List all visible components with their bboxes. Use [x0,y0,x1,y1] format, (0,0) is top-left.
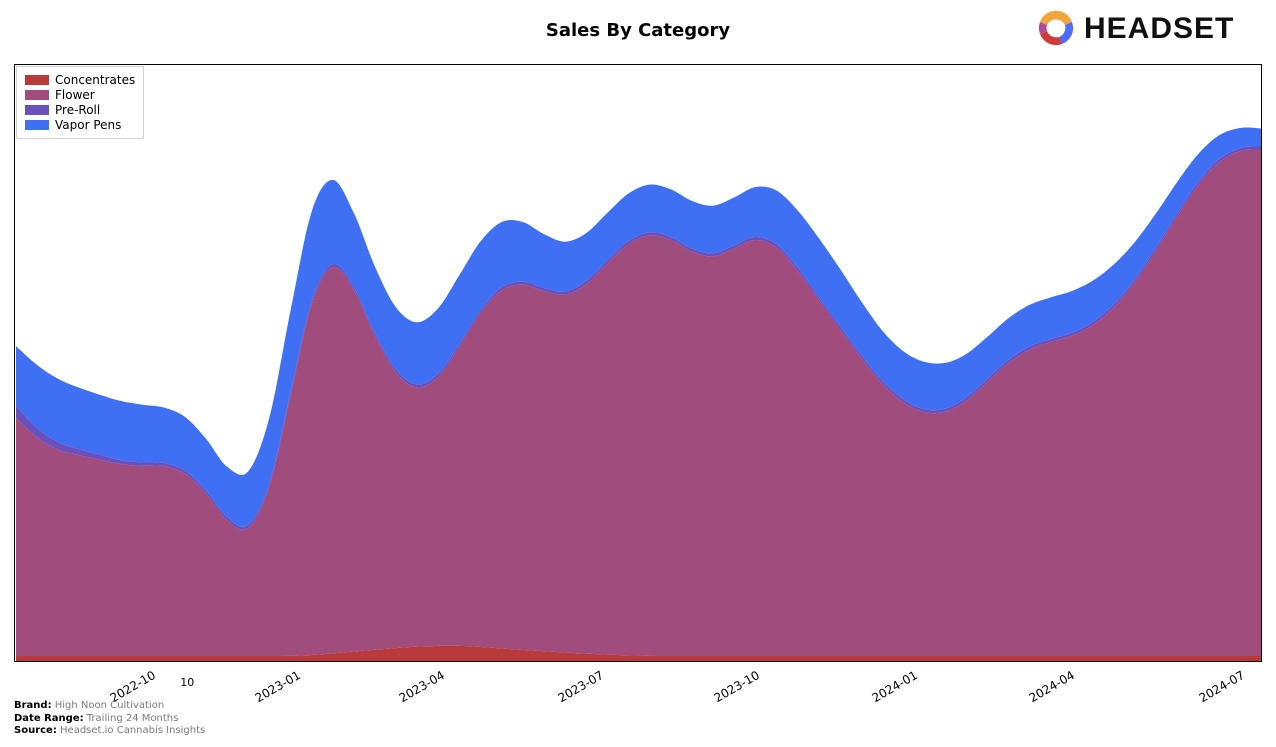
legend-label: Concentrates [55,73,135,87]
footer-key: Date Range: [14,713,84,724]
legend-swatch [25,90,49,100]
footer-value: High Noon Cultivation [52,700,165,711]
stacked-area-chart [16,66,1262,662]
legend-swatch [25,75,49,85]
footer-key: Source: [14,725,57,736]
footer-line: Source: Headset.io Cannabis Insights [14,725,205,738]
legend-swatch [25,120,49,130]
x-tick-label: 2024-07 [1196,668,1246,705]
legend-item: Vapor Pens [25,118,135,132]
x-tick-label: 2023-01 [253,668,303,705]
legend-item: Pre-Roll [25,103,135,117]
legend-label: Vapor Pens [55,118,121,132]
footer-line: Brand: High Noon Cultivation [14,700,205,713]
legend-label: Pre-Roll [55,103,100,117]
x-tick-label: 2024-01 [869,668,919,705]
x-tick-label: 2023-04 [396,668,446,705]
chart-footer: Brand: High Noon CultivationDate Range: … [14,700,205,738]
legend-swatch [25,105,49,115]
legend-item: Flower [25,88,135,102]
x-tick-label: 2023-10 [712,668,762,705]
svg-text:HEADSET: HEADSET [1084,12,1234,45]
footer-value: Trailing 24 Months [84,713,179,724]
plot-area [14,64,1262,662]
footer-value: Headset.io Cannabis Insights [57,725,205,736]
x-tick-label: 2023-07 [556,668,606,705]
footer-line: Date Range: Trailing 24 Months [14,713,205,726]
legend: ConcentratesFlowerPre-RollVapor Pens [16,66,144,139]
x-tick-label: 2024-04 [1026,668,1076,705]
legend-item: Concentrates [25,73,135,87]
stray-axis-text: 10 [180,676,194,689]
headset-logo: HEADSET [1032,4,1266,52]
legend-label: Flower [55,88,95,102]
footer-key: Brand: [14,700,52,711]
